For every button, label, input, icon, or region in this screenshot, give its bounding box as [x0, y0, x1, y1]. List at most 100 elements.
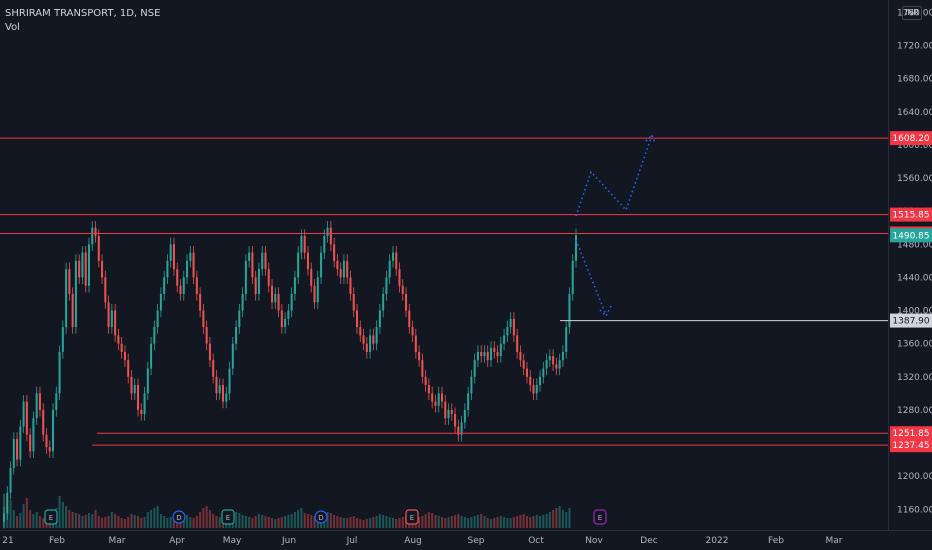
candle-body[interactable]: [264, 252, 267, 270]
candle-body[interactable]: [84, 252, 87, 286]
volume-bar[interactable]: [303, 513, 306, 528]
candle-body[interactable]: [117, 335, 120, 344]
volume-bar[interactable]: [218, 517, 221, 528]
dividend-event-icon[interactable]: [314, 510, 328, 524]
earnings-event-icon[interactable]: [221, 509, 235, 525]
volume-bar[interactable]: [333, 515, 336, 528]
volume-bar[interactable]: [163, 516, 166, 528]
candle-body[interactable]: [506, 327, 509, 336]
volume-bar[interactable]: [146, 512, 149, 528]
volume-bar[interactable]: [97, 516, 100, 528]
candle-body[interactable]: [136, 385, 140, 410]
volume-bar[interactable]: [535, 515, 538, 528]
candle-body[interactable]: [568, 293, 571, 328]
candle-body[interactable]: [408, 310, 411, 328]
volume-bar[interactable]: [503, 517, 506, 528]
candle-body[interactable]: [310, 269, 313, 286]
candle-body[interactable]: [476, 351, 479, 361]
volume-bar[interactable]: [186, 515, 189, 528]
candle-body[interactable]: [215, 376, 218, 394]
volume-bar[interactable]: [398, 518, 401, 528]
candle-body[interactable]: [447, 409, 450, 419]
candle-body[interactable]: [91, 227, 94, 245]
candle-body[interactable]: [16, 438, 19, 460]
volume-bar[interactable]: [388, 517, 391, 528]
volume-bar[interactable]: [169, 517, 172, 528]
candle-body[interactable]: [293, 277, 296, 294]
volume-bar[interactable]: [457, 514, 460, 528]
candle-body[interactable]: [127, 360, 130, 377]
candle-body[interactable]: [189, 252, 192, 261]
candle-body[interactable]: [558, 360, 561, 369]
candle-body[interactable]: [267, 269, 270, 286]
volume-bar[interactable]: [215, 516, 218, 528]
volume-bar[interactable]: [35, 512, 38, 528]
volume-bar[interactable]: [355, 518, 359, 528]
candle-body[interactable]: [48, 447, 51, 452]
candle-body[interactable]: [71, 293, 74, 328]
candle-body[interactable]: [525, 368, 528, 377]
volume-bar[interactable]: [326, 512, 329, 528]
bullish-projection-path[interactable]: [575, 134, 653, 217]
candle-body[interactable]: [45, 434, 48, 448]
volume-bar[interactable]: [349, 517, 352, 528]
volume-bar[interactable]: [192, 518, 195, 528]
candle-body[interactable]: [225, 393, 228, 402]
volume-bar[interactable]: [94, 510, 97, 528]
volume-bar[interactable]: [401, 517, 404, 528]
candle-body[interactable]: [163, 277, 166, 294]
candle-body[interactable]: [297, 252, 300, 278]
candle-body[interactable]: [22, 401, 25, 427]
candle-body[interactable]: [391, 252, 394, 261]
candle-body[interactable]: [101, 260, 104, 278]
candle-body[interactable]: [480, 351, 483, 357]
volume-bar[interactable]: [290, 514, 293, 528]
candle-body[interactable]: [25, 401, 28, 435]
volume-bar[interactable]: [159, 514, 162, 528]
candle-body[interactable]: [316, 277, 319, 303]
candle-body[interactable]: [454, 414, 457, 427]
volume-bar[interactable]: [16, 516, 19, 528]
candle-body[interactable]: [202, 310, 205, 328]
volume-bar[interactable]: [336, 516, 339, 528]
candle-body[interactable]: [365, 343, 368, 352]
candle-body[interactable]: [418, 351, 421, 361]
candle-body[interactable]: [470, 376, 473, 394]
volume-bar[interactable]: [251, 518, 254, 528]
candle-body[interactable]: [323, 236, 326, 253]
volume-bar[interactable]: [143, 517, 146, 528]
candle-body[interactable]: [548, 356, 551, 361]
volume-bar[interactable]: [421, 516, 424, 528]
volume-bar[interactable]: [81, 516, 84, 528]
candle-body[interactable]: [499, 343, 502, 357]
candle-body[interactable]: [87, 244, 90, 286]
volume-bar[interactable]: [558, 506, 561, 528]
volume-bar[interactable]: [352, 516, 355, 528]
volume-bar[interactable]: [110, 512, 113, 528]
candle-body[interactable]: [169, 244, 172, 261]
candle-body[interactable]: [539, 376, 542, 386]
volume-bar[interactable]: [542, 515, 545, 528]
volume-bar[interactable]: [568, 508, 571, 528]
volume-bar[interactable]: [264, 516, 267, 528]
candle-body[interactable]: [153, 327, 156, 344]
candle-body[interactable]: [565, 327, 568, 352]
volume-bar[interactable]: [271, 518, 274, 528]
volume-bar[interactable]: [418, 517, 421, 528]
candle-body[interactable]: [483, 351, 486, 357]
volume-bar[interactable]: [284, 516, 287, 528]
candle-body[interactable]: [355, 310, 359, 328]
candle-body[interactable]: [179, 285, 182, 294]
candle-body[interactable]: [424, 376, 427, 386]
volume-bar[interactable]: [156, 506, 159, 528]
candle-body[interactable]: [280, 310, 283, 328]
volume-bar[interactable]: [153, 508, 156, 528]
candle-body[interactable]: [251, 252, 254, 278]
dividend-event-icon[interactable]: [172, 510, 186, 524]
candle-body[interactable]: [78, 260, 81, 278]
volume-bar[interactable]: [561, 510, 564, 528]
earnings-event-icon[interactable]: [44, 509, 58, 525]
volume-bar[interactable]: [78, 514, 81, 528]
volume-bar[interactable]: [68, 510, 71, 528]
volume-bar[interactable]: [280, 517, 283, 528]
